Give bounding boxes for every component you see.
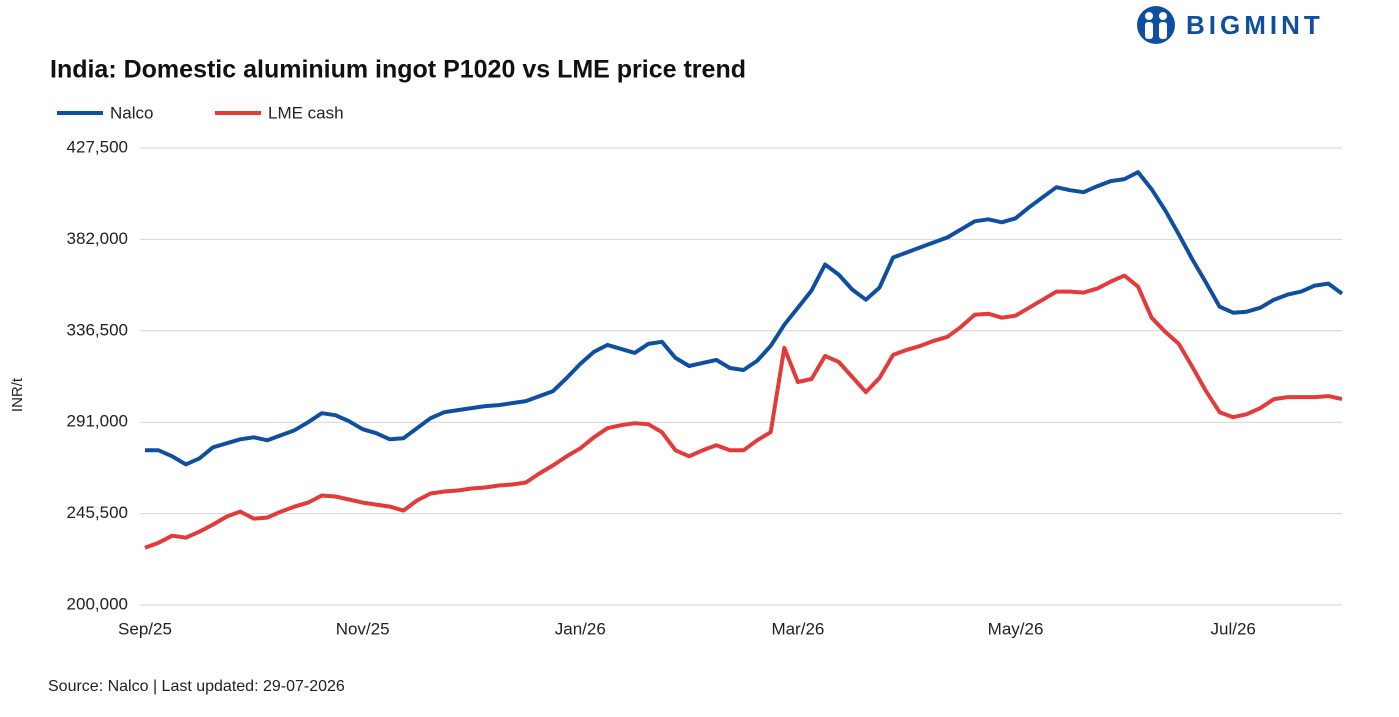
chart-title: India: Domestic aluminium ingot P1020 vs… — [50, 56, 746, 84]
brand: BIGMINT — [1186, 10, 1324, 40]
logo-icon — [1145, 22, 1153, 39]
x-tick-label: Jan/26 — [555, 619, 606, 638]
y-tick-label: 336,500 — [67, 320, 128, 339]
legend-label: Nalco — [110, 103, 153, 122]
series-line — [144, 273, 1343, 550]
x-tick-label: Mar/26 — [771, 619, 824, 638]
x-tick-label: Sep/25 — [118, 619, 172, 638]
y-tick-label: 427,500 — [67, 137, 128, 156]
logo-icon — [1145, 12, 1153, 20]
y-tick-label: 382,000 — [67, 229, 128, 248]
y-tick-label: 291,000 — [67, 412, 128, 431]
series-line — [145, 170, 1344, 467]
x-tick-label: Jul/26 — [1210, 619, 1255, 638]
logo-icon — [1159, 12, 1167, 20]
source: Source: Nalco | Last updated: 29-07-2026 — [48, 678, 345, 695]
y-tick-label: 200,000 — [67, 594, 128, 613]
x-tick-label: May/26 — [988, 619, 1044, 638]
y-tick-label: 245,500 — [67, 503, 128, 522]
logo-icon — [1159, 22, 1167, 39]
x-tick-label: Nov/25 — [336, 619, 390, 638]
logo-icon — [1137, 6, 1175, 44]
logo: BIGMINT — [1137, 6, 1324, 44]
legend-label: LME cash — [268, 103, 344, 122]
y-axis-label: INR/t — [9, 377, 26, 412]
